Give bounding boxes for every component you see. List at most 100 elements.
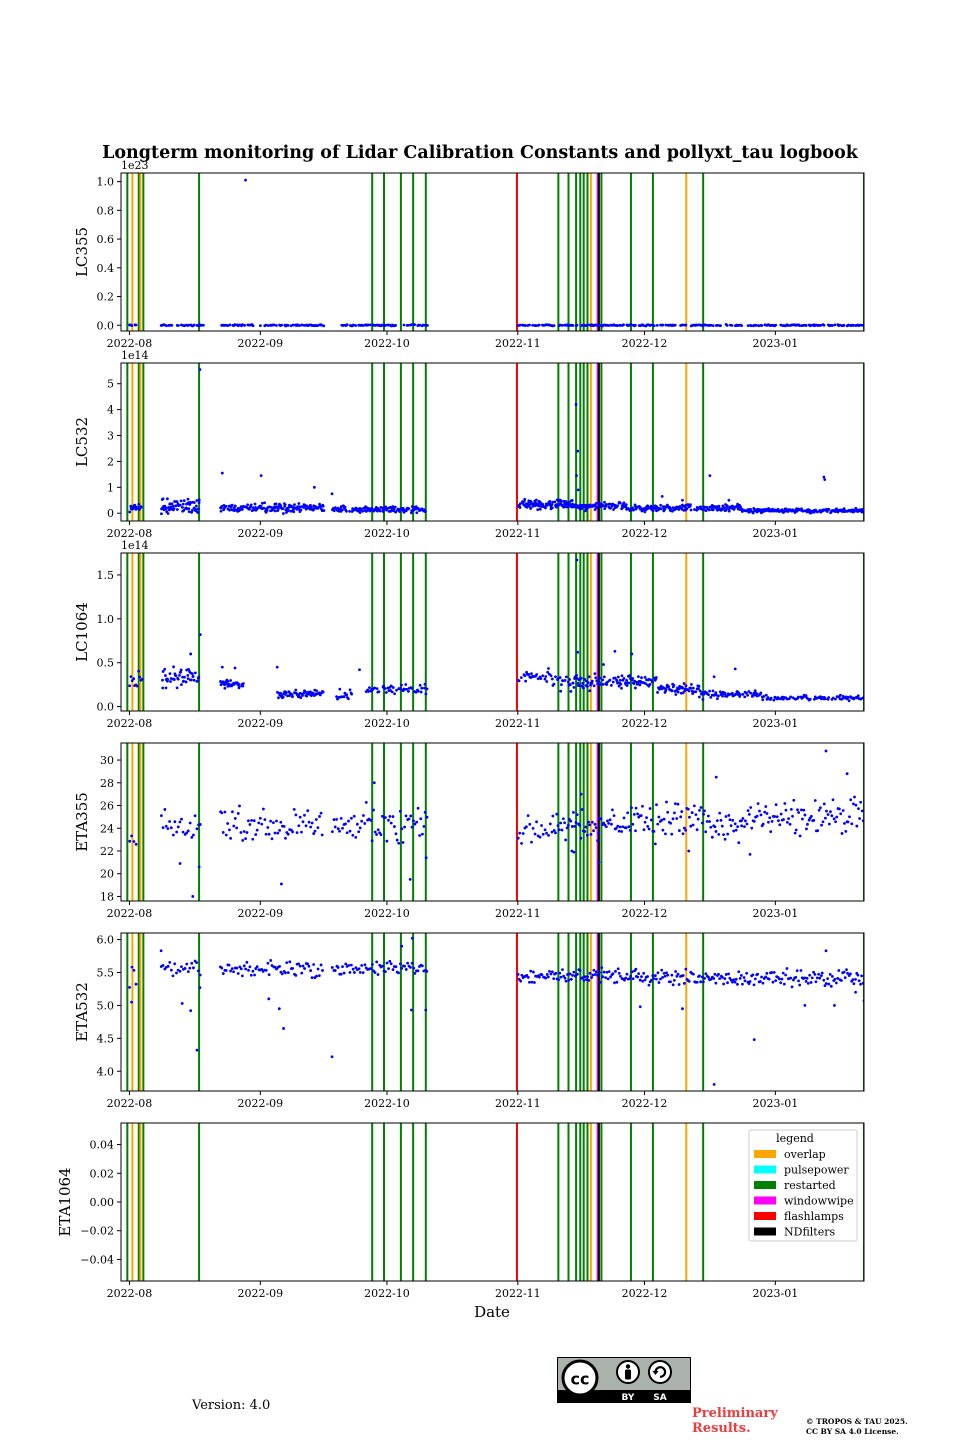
data-point [541, 502, 545, 506]
data-point [239, 831, 243, 834]
data-point [760, 975, 763, 979]
data-point [423, 510, 427, 513]
data-point [352, 323, 355, 327]
data-point [358, 511, 362, 514]
data-point [176, 324, 180, 327]
data-point [524, 825, 528, 829]
data-point [731, 980, 734, 984]
data-point [410, 323, 413, 327]
data-point [584, 978, 588, 981]
data-point [529, 969, 533, 973]
data-point [625, 678, 628, 682]
cc-badge-bottom-bar [558, 1390, 690, 1402]
x-tick-label: 2022-09 [237, 527, 283, 540]
data-point [282, 1027, 285, 1030]
data-point [687, 980, 691, 983]
data-point [698, 689, 702, 693]
data-point [797, 811, 801, 814]
data-point [743, 695, 747, 699]
data-point [836, 976, 840, 980]
data-point [190, 836, 194, 839]
data-point [708, 689, 711, 693]
data-point [165, 324, 168, 328]
data-point [610, 683, 613, 687]
data-point [187, 510, 191, 514]
data-point [164, 674, 167, 677]
data-point [180, 965, 183, 969]
data-point [820, 823, 823, 827]
y-axis-label: ETA532 [73, 982, 91, 1042]
data-point [751, 511, 755, 515]
data-point [743, 979, 747, 983]
data-point [675, 974, 679, 978]
data-point [178, 503, 182, 507]
y-tick-label: −0.04 [80, 1253, 114, 1266]
data-point [388, 815, 392, 818]
data-point [393, 505, 397, 509]
x-tick-label: 2023-01 [752, 1097, 798, 1110]
data-point [297, 324, 301, 328]
data-point [643, 510, 647, 514]
data-point [847, 699, 851, 703]
data-point [740, 324, 743, 328]
data-point [813, 697, 816, 701]
data-point [172, 678, 176, 681]
data-point [192, 966, 195, 970]
data-point [529, 500, 533, 504]
data-point [422, 825, 426, 828]
data-point [231, 810, 234, 814]
x-tick-label: 2022-11 [495, 527, 541, 540]
data-point [689, 687, 693, 690]
data-point [566, 680, 570, 684]
data-point [743, 825, 746, 829]
y-tick-label: 0.00 [90, 1196, 115, 1209]
data-point [701, 980, 705, 984]
offset-text: 1e14 [121, 539, 149, 552]
data-point [684, 323, 688, 327]
data-point [420, 507, 424, 511]
data-point [134, 323, 138, 327]
data-point [746, 693, 750, 697]
data-point [587, 820, 590, 824]
data-point [771, 980, 775, 984]
data-point [752, 820, 756, 823]
data-point [759, 691, 763, 695]
data-point [805, 976, 809, 980]
data-point [193, 671, 197, 675]
data-point [130, 965, 134, 969]
data-point [521, 832, 525, 835]
data-point [422, 323, 426, 327]
data-point [348, 688, 352, 692]
data-point [194, 504, 198, 508]
data-point [535, 673, 539, 676]
data-point [546, 975, 550, 979]
data-point [677, 829, 681, 832]
x-tick-label: 2022-08 [107, 1097, 153, 1110]
data-point [259, 474, 263, 478]
data-point [242, 682, 245, 685]
data-point [703, 976, 706, 980]
data-point [550, 503, 554, 507]
data-point [534, 324, 538, 327]
data-point [348, 971, 352, 974]
data-point [670, 832, 674, 836]
data-point [659, 977, 662, 981]
data-point [563, 976, 567, 980]
data-point [741, 816, 745, 820]
data-point [661, 975, 665, 979]
data-point [583, 830, 587, 833]
data-point [808, 508, 811, 512]
data-point [525, 505, 529, 509]
data-point [197, 501, 201, 505]
data-point [695, 828, 699, 832]
data-point [537, 323, 541, 327]
data-point [714, 981, 718, 985]
data-point [424, 1008, 428, 1012]
data-point [233, 504, 237, 508]
copyright-line-2: CC BY SA 4.0 License. [806, 1427, 899, 1436]
data-point [274, 502, 278, 506]
data-point [643, 820, 647, 824]
data-point [191, 674, 195, 678]
data-point [400, 827, 404, 831]
